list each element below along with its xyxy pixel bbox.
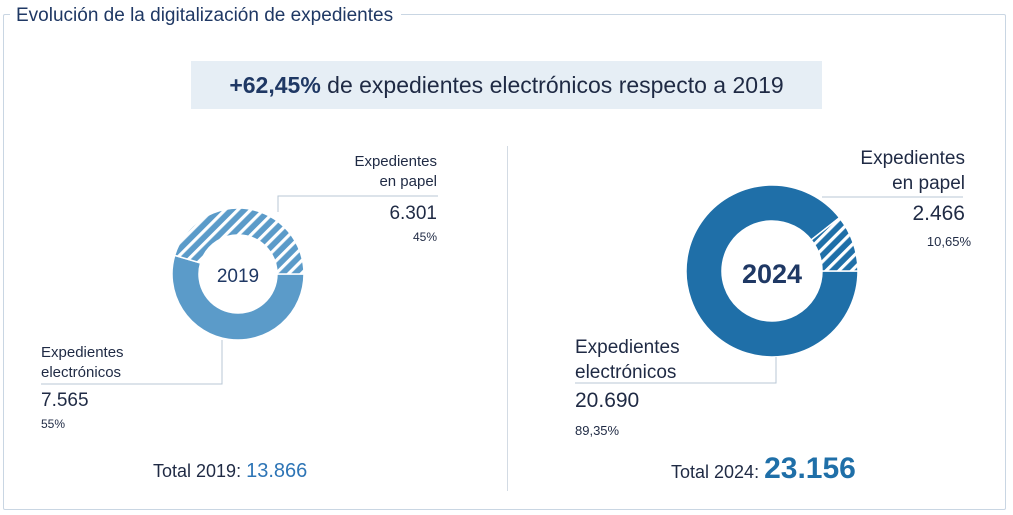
label-2019-electronic: Expedientes electrónicos	[41, 343, 124, 383]
percent-2019-paper: 45%	[412, 230, 437, 244]
donut-2024-slice-paper	[810, 216, 859, 272]
donut-chart-2019	[171, 207, 305, 341]
total-2024-label: Total 2024:	[671, 462, 760, 482]
label-2019-paper-line1: Expedientes	[354, 153, 437, 170]
summary-banner: +62,45% de expedientes electrónicos resp…	[191, 61, 822, 109]
growth-percentage: +62,45%	[229, 72, 321, 98]
donut-center-label-2019: 2019	[217, 266, 259, 287]
leader-2024-electronic	[575, 357, 777, 384]
label-2024-electronic-line1: Expedientes	[575, 337, 680, 358]
label-2019-electronic-line1: Expedientes	[41, 344, 124, 361]
label-2024-electronic-line2: electrónicos	[575, 362, 677, 383]
label-2019-electronic-line2: electrónicos	[41, 364, 122, 381]
donut-2019-slice-electronic	[171, 254, 305, 341]
label-2019-paper-line2: en papel	[379, 173, 437, 190]
total-2024: Total 2024: 23.156	[671, 452, 856, 486]
percent-2019-electronic: 55%	[41, 417, 66, 431]
label-2024-paper-line2: en papel	[892, 173, 965, 194]
label-2019-paper: Expedientes en papel	[354, 152, 437, 192]
value-2024-electronic: 20.690	[575, 389, 640, 412]
value-2019-paper: 6.301	[389, 203, 437, 224]
donut-2019-slice-paper	[173, 207, 305, 275]
donut-chart-2024	[685, 184, 859, 358]
label-2024-paper: Expedientes en papel	[860, 146, 965, 196]
banner-text: de expedientes electrónicos respecto a 2…	[327, 72, 784, 98]
chart-frame	[3, 14, 1006, 510]
value-2019-electronic: 7.565	[41, 390, 89, 411]
label-2024-electronic: Expedientes electrónicos	[575, 335, 680, 385]
total-2019-label: Total 2019:	[153, 461, 242, 481]
value-2024-paper: 2.466	[912, 202, 965, 225]
percent-2024-electronic: 89,35%	[575, 423, 620, 438]
total-2024-value: 23.156	[764, 452, 856, 485]
page-title: Evolución de la digitalización de expedi…	[10, 4, 402, 28]
leader-2019-paper	[277, 195, 438, 212]
total-2019: Total 2019: 13.866	[153, 460, 307, 483]
leader-2019-electronic	[41, 340, 223, 385]
panel-divider	[507, 146, 508, 491]
percent-2024-paper: 10,65%	[926, 234, 971, 249]
total-2019-value: 13.866	[246, 460, 308, 482]
donut-2024-slice-electronic	[685, 184, 859, 358]
leader-lines	[41, 195, 963, 385]
label-2024-paper-line1: Expedientes	[860, 148, 965, 169]
donut-center-label-2024: 2024	[742, 259, 802, 289]
